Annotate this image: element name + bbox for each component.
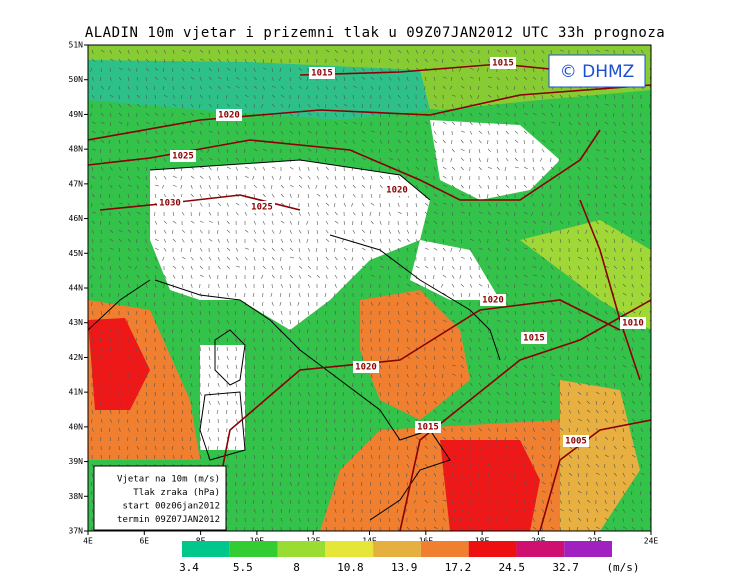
isobar-label-bg [521,332,547,344]
strong-wind [440,440,540,531]
calm-land [150,160,430,330]
lat-label: 49N [69,110,84,119]
lat-label: 43N [69,318,84,327]
isobar-label-bg [170,150,196,162]
isobar-label-bg [384,184,410,196]
lat-label: 40N [69,422,84,431]
lat-label: 50N [69,75,84,84]
isobar-label-bg [563,435,589,447]
colorbar-swatch [468,541,517,557]
isobar-label-bg [620,317,646,329]
colorbar-swatch [420,541,469,557]
colorbar-label: 3.4 [179,561,199,574]
wind-zone [520,220,651,330]
isobar-label: 1025 [172,152,194,162]
wind-zone [88,60,430,120]
isobar-label: 1005 [565,437,587,447]
coastlines [88,159,501,521]
isobar-label: 1010 [622,319,644,329]
isobar-label-bg [490,57,516,69]
lat-label: 48N [69,145,84,154]
lat-label: 41N [69,388,84,397]
isobar-label: 1015 [417,423,439,433]
isobar-label: 1015 [523,334,545,344]
isobar-label-bg [249,201,275,213]
map-title: ALADIN 10m vjetar i prizemni tlak u 09Z0… [85,25,665,41]
lat-axis: 37N 38N 39N 40N 41N 42N 43N 44N 45N 46N 47N 48N 49N 5… [69,41,88,536]
isobar-label-bg [480,294,506,306]
colorbar-swatch [229,541,278,557]
strong-wind [88,318,150,410]
credit: © DHMZ [560,62,635,82]
colorbar-swatch [373,541,421,557]
isobar-label: 1020 [386,186,408,196]
isobar-label: 1025 [251,203,273,213]
lat-label: 45N [69,249,84,258]
lon-label: 24E [644,537,659,546]
isobar-label: 1015 [311,69,333,79]
strong-wind [360,290,470,420]
calm-land [430,120,560,200]
isobar-label: 1015 [492,59,514,69]
lat-label: 46N [69,214,84,223]
calm-land [410,240,500,300]
colorbar-unit: (m/s) [606,561,639,574]
isobar-label-bg [415,421,441,433]
isobar-label-bg [353,361,379,373]
isobar-label-bg [309,67,335,79]
lat-label: 47N [69,179,84,188]
lat-label: 51N [69,41,84,50]
isobar-label: 1030 [159,199,181,209]
isobar-label: 1020 [482,296,504,306]
colorbar-label: 13.9 [391,561,418,574]
map-area [88,45,651,531]
wind-zone [560,380,640,531]
colorbar-swatch [564,541,612,557]
isobar-label-bg [216,109,242,121]
info-line: Vjetar na 10m (m/s) [117,475,220,485]
isobar-labels: 1015 1015 1020 1025 1030 1025 1020 1020 1015 1010… [157,57,646,447]
lon-label: 6E [139,537,149,546]
lat-label: 37N [69,527,84,536]
calm-land [200,345,245,450]
info-line: start 00z06jan2012 [122,502,220,512]
info-line: Tlak zraka (hPa) [133,488,220,498]
lat-label: 39N [69,457,84,466]
colorbar-swatch [182,541,230,557]
isobar-label: 1020 [218,111,240,121]
lat-label: 42N [69,353,84,362]
lat-label: 38N [69,492,84,501]
colorbar-label: 5.5 [233,561,253,574]
colorbar-label: 10.8 [337,561,364,574]
info-lines: Vjetar na 10m (m/s) Tlak zraka (hPa) start… [117,475,220,526]
info-box [93,465,227,531]
info-line: termin 09Z07JAN2012 [117,515,220,525]
lat-label: 44N [69,284,84,293]
colorbar: 3.4 5.5 8 10.8 13.9 17.2 24.5 32.7 (m/s) [179,541,640,574]
isobar-label-bg [157,197,183,209]
lon-label: 4E [83,537,93,546]
isobar-label: 1020 [355,363,377,373]
credit-box [548,54,646,88]
colorbar-label: 32.7 [552,561,579,574]
colorbar-label: 24.5 [499,561,526,574]
colorbar-swatch [516,541,565,557]
colorbar-label: 17.2 [445,561,472,574]
colorbar-label: 8 [293,561,300,574]
colorbar-swatch [325,541,374,557]
colorbar-swatch [277,541,326,557]
